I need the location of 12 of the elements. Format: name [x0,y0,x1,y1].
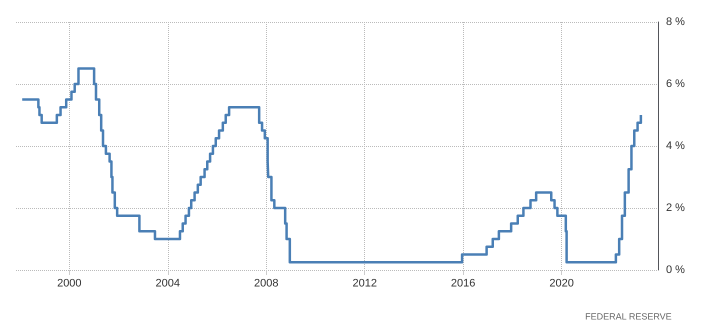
x-tick-label: 2004 [156,278,180,290]
x-tick-label: 2016 [450,278,476,290]
x-tick-label: 2000 [57,278,82,290]
x-tick-label: 2012 [352,278,377,290]
y-tick-label: 6 % [666,78,686,90]
x-tick-label: 2008 [254,278,278,290]
y-tick-label: 8 % [666,16,686,28]
x-tick-label: 2020 [549,278,574,290]
y-tick-label: 2 % [666,202,686,214]
text: FEDERAL RESERVE [585,312,672,322]
y-tick-label: 4 % [666,140,686,152]
y-tick-label: 0 % [666,264,686,276]
